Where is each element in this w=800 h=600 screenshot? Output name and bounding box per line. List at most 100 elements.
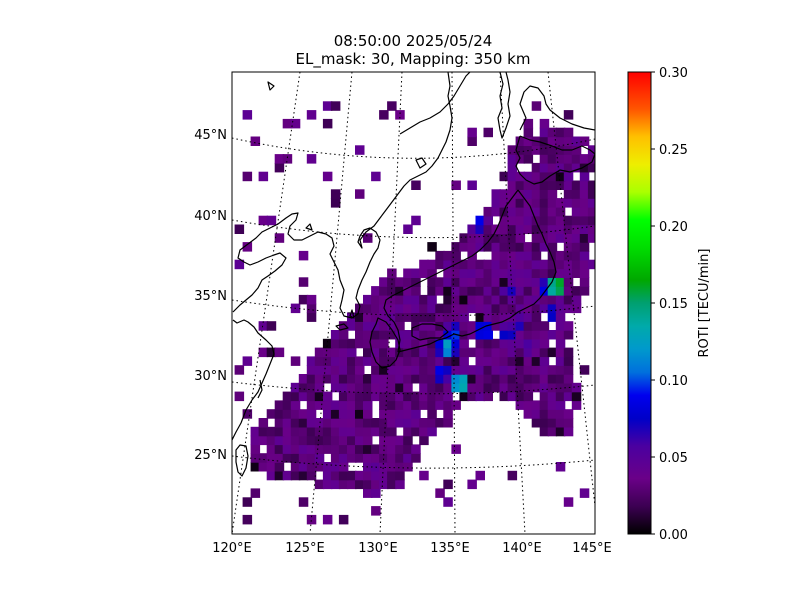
roti-pixel <box>363 356 373 366</box>
roti-pixel <box>234 391 245 402</box>
roti-pixel <box>555 206 566 217</box>
roti-pixel <box>563 426 574 437</box>
roti-pixel <box>330 356 341 366</box>
roti-pixel <box>459 268 469 278</box>
roti-pixel <box>555 303 566 314</box>
roti-pixel <box>266 462 277 472</box>
roti-pixel <box>523 180 534 190</box>
roti-pixel <box>467 259 477 270</box>
roti-pixel <box>523 145 534 155</box>
roti-pixel <box>539 127 550 138</box>
roti-pixel <box>555 259 566 270</box>
roti-pixel <box>467 127 477 138</box>
roti-pixel <box>555 277 566 287</box>
roti-pixel <box>547 198 558 208</box>
roti-pixel <box>403 374 413 384</box>
roti-pixel <box>427 400 437 410</box>
roti-pixel <box>379 391 389 402</box>
roti-pixel <box>515 154 526 164</box>
roti-pixel <box>483 233 493 243</box>
roti-pixel <box>379 356 389 366</box>
roti-pixel <box>539 198 550 208</box>
roti-pixel <box>379 365 389 375</box>
roti-pixel <box>363 488 373 498</box>
roti-pixel <box>451 347 461 358</box>
roti-pixel <box>523 206 534 217</box>
roti-pixel <box>563 277 574 287</box>
roti-pixel <box>563 250 574 261</box>
roti-pixel <box>427 286 437 296</box>
roti-pixel <box>483 268 493 278</box>
roti-pixel <box>379 347 389 358</box>
roti-pixel <box>242 110 253 120</box>
roti-pixel <box>459 374 469 384</box>
roti-pixel <box>338 470 349 481</box>
roti-pixel <box>306 154 317 164</box>
roti-pixel <box>475 286 485 296</box>
roti-pixel <box>306 453 317 463</box>
roti-pixel <box>579 250 590 261</box>
roti-pixel <box>411 374 421 384</box>
roti-pixel <box>507 330 518 340</box>
roti-pixel <box>539 242 550 252</box>
roti-pixel <box>523 118 534 129</box>
roti-pixel <box>355 382 365 393</box>
roti-pixel <box>523 136 534 146</box>
roti-pixel <box>515 338 526 349</box>
roti-pixel <box>322 426 333 437</box>
roti-pixel <box>555 374 566 384</box>
roti-pixel <box>515 374 526 384</box>
roti-pixel <box>539 338 550 349</box>
roti-pixel <box>507 215 518 226</box>
roti-pixel <box>443 365 453 375</box>
roti-pixel <box>306 382 317 393</box>
roti-pixel <box>347 409 357 419</box>
roti-pixel <box>499 189 509 199</box>
roti-pixel <box>250 488 261 498</box>
roti-pixel <box>387 374 397 384</box>
roti-pixel <box>387 321 397 331</box>
roti-pixel <box>387 294 397 305</box>
roti-pixel <box>363 382 373 393</box>
roti-pixel <box>483 347 493 358</box>
roti-pixel <box>579 286 590 296</box>
roti-pixel <box>491 294 501 305</box>
roti-pixel <box>507 338 518 349</box>
roti-pixel <box>523 409 534 419</box>
roti-pixel <box>411 277 421 287</box>
roti-pixel <box>579 365 590 375</box>
roti-pixel <box>555 321 566 331</box>
roti-pixel <box>451 374 461 384</box>
roti-pixel <box>314 365 325 375</box>
roti-pixel <box>338 426 349 437</box>
roti-pixel <box>499 233 509 243</box>
lat-tick-45: 45°N <box>194 128 227 143</box>
roti-pixel <box>306 312 317 322</box>
lon-tick-145: 145°E <box>572 541 612 556</box>
roti-pixel <box>371 330 381 340</box>
roti-pixel <box>274 453 285 463</box>
roti-pixel <box>475 356 485 366</box>
roti-pixel <box>563 303 574 314</box>
roti-pixel <box>250 435 261 446</box>
roti-pixel <box>298 374 309 384</box>
roti-pixel <box>306 374 317 384</box>
roti-pixel <box>427 268 437 278</box>
roti-pixel <box>451 268 461 278</box>
roti-pixel <box>387 303 397 314</box>
roti-pixel <box>379 321 389 331</box>
roti-pixel <box>499 303 509 314</box>
roti-pixel <box>459 338 469 349</box>
roti-pixel <box>491 303 501 314</box>
roti-pixel <box>427 330 437 340</box>
roti-pixel <box>507 356 518 366</box>
roti-pixel <box>387 312 397 322</box>
lat-tick-30: 30°N <box>194 369 227 384</box>
roti-pixel <box>467 277 477 287</box>
roti-pixel <box>379 453 389 463</box>
roti-pixel <box>347 382 357 393</box>
roti-pixel <box>427 426 437 437</box>
roti-pixel <box>306 418 317 428</box>
roti-pixel <box>539 145 550 155</box>
